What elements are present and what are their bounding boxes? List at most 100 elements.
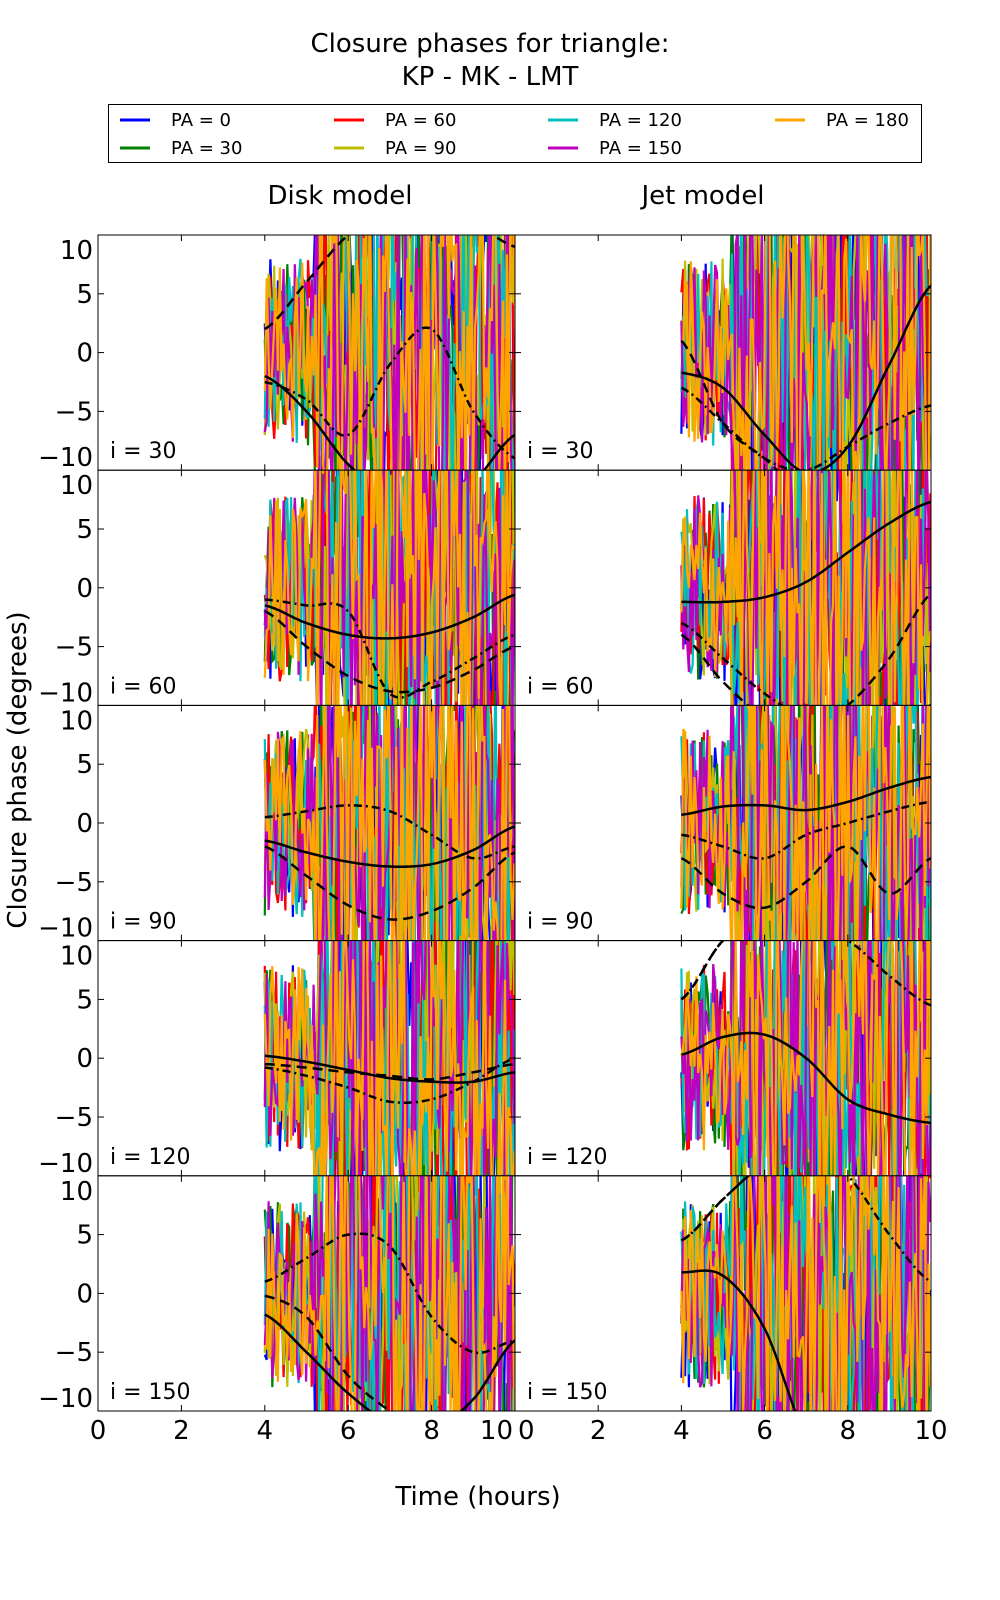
series-pa180 <box>680 1175 931 1412</box>
series-pa180 <box>263 940 515 1176</box>
column-title-disk: Disk model <box>267 181 412 211</box>
y-tick-label: −5 <box>55 1338 93 1368</box>
model-curve-solid <box>264 1313 515 1412</box>
model-curve-dashed <box>680 592 931 706</box>
y-tick-label: 0 <box>76 1279 93 1309</box>
y-tick-label: 5 <box>76 750 93 780</box>
series-pa150 <box>680 705 931 941</box>
y-tick-label: 5 <box>76 515 93 545</box>
y-tick-label: 10 <box>60 1177 93 1207</box>
x-tick-label: 6 <box>756 1416 773 1446</box>
model-curve-dashdot <box>264 1232 515 1355</box>
panel-disk-i60: i = 60 10 5 0 −5 −10 <box>38 469 516 708</box>
y-tick-label: 0 <box>76 1044 93 1074</box>
x-tick-label: 10 <box>914 1416 947 1446</box>
legend-box <box>108 104 922 163</box>
model-curve-solid <box>681 284 931 471</box>
panel-jet-i90: i = 90 <box>514 704 932 942</box>
series-pa180 <box>680 470 931 706</box>
inclination-label: i = 30 <box>110 439 177 464</box>
y-tick-label: −5 <box>55 868 93 898</box>
y-tick-label: −10 <box>38 443 93 473</box>
x-tick-label: 8 <box>423 1416 440 1446</box>
y-tick-label: 0 <box>76 809 93 839</box>
model-curve-dashed <box>264 845 515 921</box>
legend: PA = 0 PA = 30 PA = 60 PA = 90 PA = 120 PA = … <box>108 104 922 163</box>
panel-disk-i120: i = 120 10 5 0 −5 −10 <box>38 940 516 1179</box>
model-curve-solid <box>681 1269 797 1412</box>
series-pa150 <box>263 1175 515 1412</box>
series-pa90 <box>680 940 931 1176</box>
panel-disk-i90: i = 90 10 5 0 −5 −10 <box>38 704 516 944</box>
model-curve-solid <box>681 775 931 817</box>
model-curve-dashdot <box>680 386 931 471</box>
y-tick-label: −10 <box>38 678 93 708</box>
model-curve-solid <box>264 374 515 471</box>
y-tick-label: 5 <box>76 1221 93 1251</box>
panel-jet-i150: i = 150 0 2 4 6 8 10 <box>514 1175 948 1446</box>
series-pa180 <box>263 470 515 706</box>
model-curve-dashdot <box>264 598 515 699</box>
y-tick-label: −5 <box>55 633 93 663</box>
y-tick-label: 10 <box>60 942 93 972</box>
model-curve-solid <box>264 593 515 640</box>
y-tick-label: 10 <box>60 236 93 266</box>
y-tick-label: 10 <box>60 471 93 501</box>
model-curve-dashdot <box>264 804 515 860</box>
column-title-jet: Jet model <box>639 181 764 211</box>
x-tick-label: 2 <box>590 1416 607 1446</box>
y-tick-label: −5 <box>55 1103 93 1133</box>
y-tick-label: −10 <box>38 1384 93 1414</box>
y-tick-label: −10 <box>38 914 93 944</box>
inclination-label: i = 150 <box>110 1380 191 1405</box>
inclination-label: i = 60 <box>527 674 594 699</box>
x-tick-label: 0 <box>90 1416 107 1446</box>
series-pa180 <box>263 235 515 471</box>
model-curve-solid <box>264 825 515 868</box>
y-tick-label: −10 <box>38 1149 93 1179</box>
inclination-label: i = 30 <box>527 439 594 464</box>
chart-title-line1: Closure phases for triangle: <box>311 29 670 59</box>
inclination-label: i = 90 <box>110 910 177 935</box>
legend-label: PA = 180 <box>826 110 909 131</box>
legend-label: PA = 150 <box>599 138 682 159</box>
inclination-label: i = 120 <box>527 1145 608 1170</box>
x-tick-label: 4 <box>257 1416 274 1446</box>
model-curve-solid <box>681 500 931 604</box>
model-curve-dashdot <box>680 1175 931 1283</box>
y-axis-label: Closure phase (degrees) <box>3 611 33 928</box>
inclination-label: i = 150 <box>527 1380 608 1405</box>
model-curve-dashed <box>264 1062 515 1081</box>
series-pa180 <box>680 705 931 941</box>
x-axis-label: Time (hours) <box>394 1482 560 1512</box>
series-pa180 <box>263 1175 515 1412</box>
y-tick-label: −5 <box>55 397 93 427</box>
x-tick-label: 4 <box>673 1416 690 1446</box>
x-tick-label: 0 <box>518 1416 535 1446</box>
legend-label: PA = 90 <box>385 138 456 159</box>
y-tick-label: 0 <box>76 339 93 369</box>
model-curve-dashed <box>680 845 931 910</box>
legend-label: PA = 0 <box>171 110 231 131</box>
legend-label: PA = 30 <box>171 138 242 159</box>
model-curve-dashdot <box>680 621 931 706</box>
series-pa180 <box>680 940 931 1176</box>
y-tick-label: 5 <box>76 280 93 310</box>
model-curve-solid <box>681 1031 931 1125</box>
panel-jet-i120: i = 120 <box>514 940 932 1177</box>
legend-label: PA = 60 <box>385 110 456 131</box>
model-curve-dashdot <box>264 326 515 460</box>
inclination-label: i = 120 <box>110 1145 191 1170</box>
series-pa180 <box>263 705 515 941</box>
x-tick-label: 8 <box>840 1416 857 1446</box>
model-curve-dashed <box>264 610 515 694</box>
series-pa180 <box>680 235 931 471</box>
y-tick-label: 5 <box>76 985 93 1015</box>
chart-title-line2: KP - MK - LMT <box>402 62 579 92</box>
panel-jet-i30: i = 30 <box>514 234 932 471</box>
y-tick-label: 0 <box>76 574 93 604</box>
legend-label: PA = 120 <box>599 110 682 131</box>
x-tick-label: 10 <box>480 1416 513 1446</box>
